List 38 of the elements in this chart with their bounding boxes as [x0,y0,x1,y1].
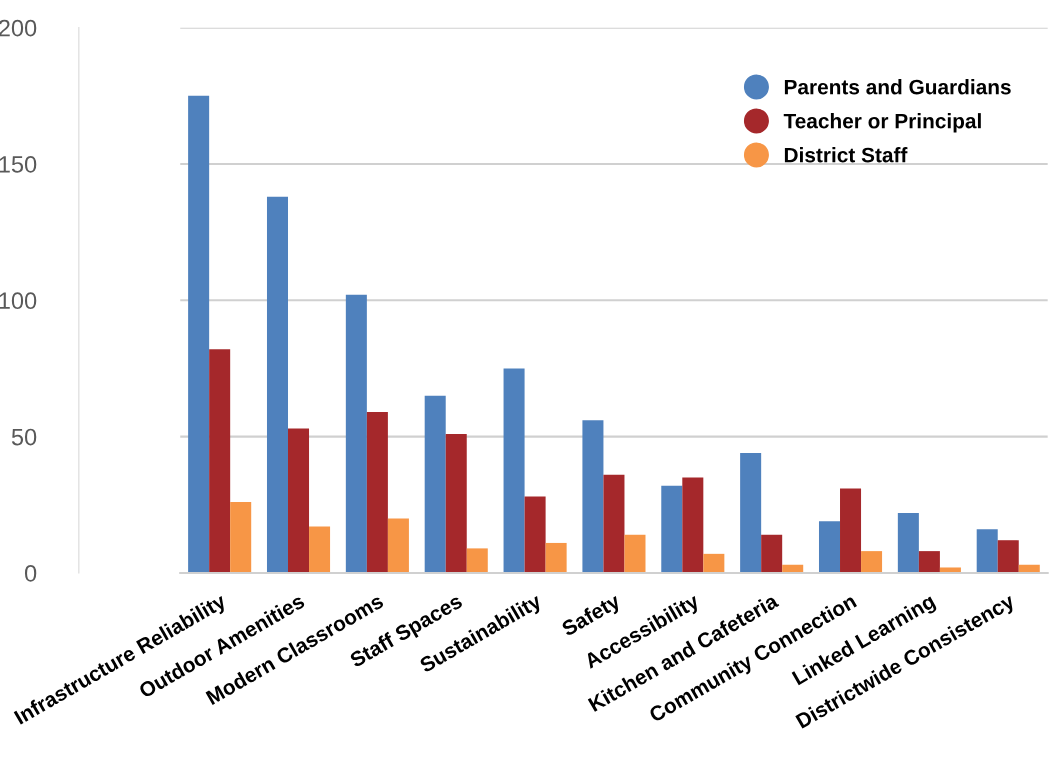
y-tick-label: 150 [0,156,37,173]
bar [209,349,231,573]
bar [503,368,525,573]
bar [740,452,762,573]
legend-label: Parents and Guardians [784,79,1011,95]
bar [366,412,388,573]
bar [918,551,940,573]
legend-label: District Staff [784,147,908,163]
bar [939,567,961,573]
bar [466,548,488,573]
y-tick-label: 100 [0,292,37,310]
bar [624,534,646,573]
bar [345,294,367,573]
bar [387,518,409,573]
bar [188,95,210,573]
bar [445,433,467,573]
bar [840,488,862,573]
bar [703,553,725,573]
bar [309,526,331,573]
bar [897,512,919,573]
legend-label: Teacher or Principal [783,113,981,133]
bar [230,502,252,573]
bar [818,521,841,573]
bar [997,540,1019,573]
bar [524,496,546,573]
y-tick-label: 50 [11,428,37,446]
bar [288,428,310,573]
bar [976,529,998,573]
bar [545,542,567,573]
bar [661,485,683,573]
bar [424,395,446,573]
bar [861,551,883,573]
y-tick-label: 0 [24,565,37,582]
bar [603,474,625,573]
bar [682,477,704,573]
bar [266,196,289,573]
bar [761,534,783,573]
bar [582,420,604,573]
